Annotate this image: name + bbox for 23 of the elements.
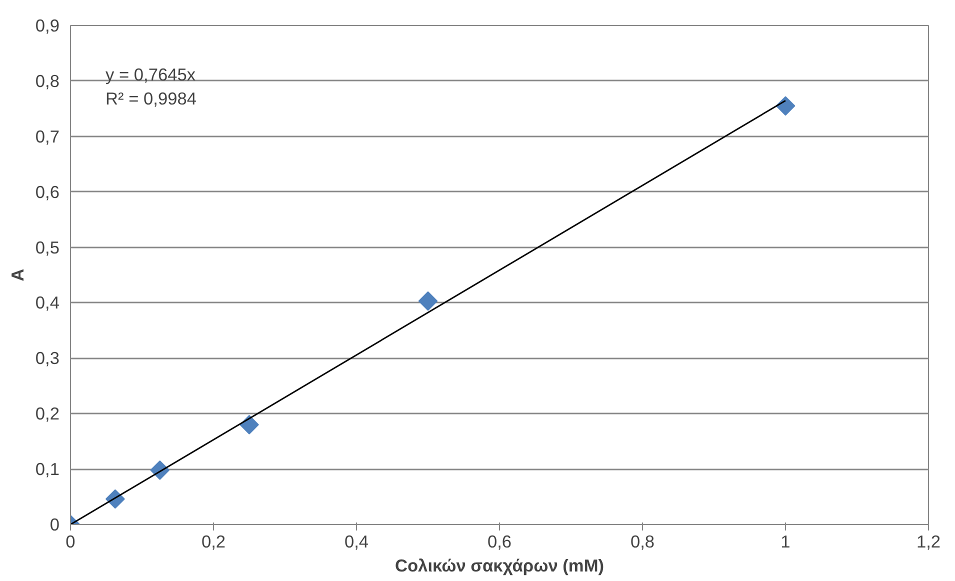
- x-axis-title: Cολικών σακχάρων (mM): [394, 556, 604, 576]
- annotation: y = 0,7645x: [106, 64, 196, 84]
- y-tick-label: 0,5: [35, 237, 60, 258]
- x-tick-label: 0,4: [344, 532, 369, 552]
- y-tick-label: 0: [50, 514, 60, 534]
- x-tick-label: 1: [780, 532, 790, 552]
- y-tick-label: 0,9: [35, 16, 60, 36]
- x-tick-label: 0,2: [201, 532, 226, 552]
- annotation: R² = 0,9984: [106, 88, 197, 108]
- x-tick-label: 0: [66, 532, 76, 552]
- x-tick-label: 0,6: [487, 532, 512, 552]
- y-tick-label: 0,8: [35, 70, 60, 91]
- y-axis-title: A: [7, 268, 28, 282]
- y-tick-label: 0,1: [35, 459, 60, 480]
- y-tick-label: 0,2: [35, 404, 60, 424]
- y-tick-label: 0,7: [35, 126, 60, 146]
- x-tick-label: 0,8: [630, 532, 655, 552]
- y-tick-label: 0,3: [35, 348, 60, 368]
- x-tick-label: 1,2: [916, 532, 941, 552]
- point: [776, 96, 796, 116]
- y-tick-label: 0,4: [35, 292, 60, 313]
- point: [418, 291, 438, 311]
- y-tick-label: 0,6: [35, 182, 60, 202]
